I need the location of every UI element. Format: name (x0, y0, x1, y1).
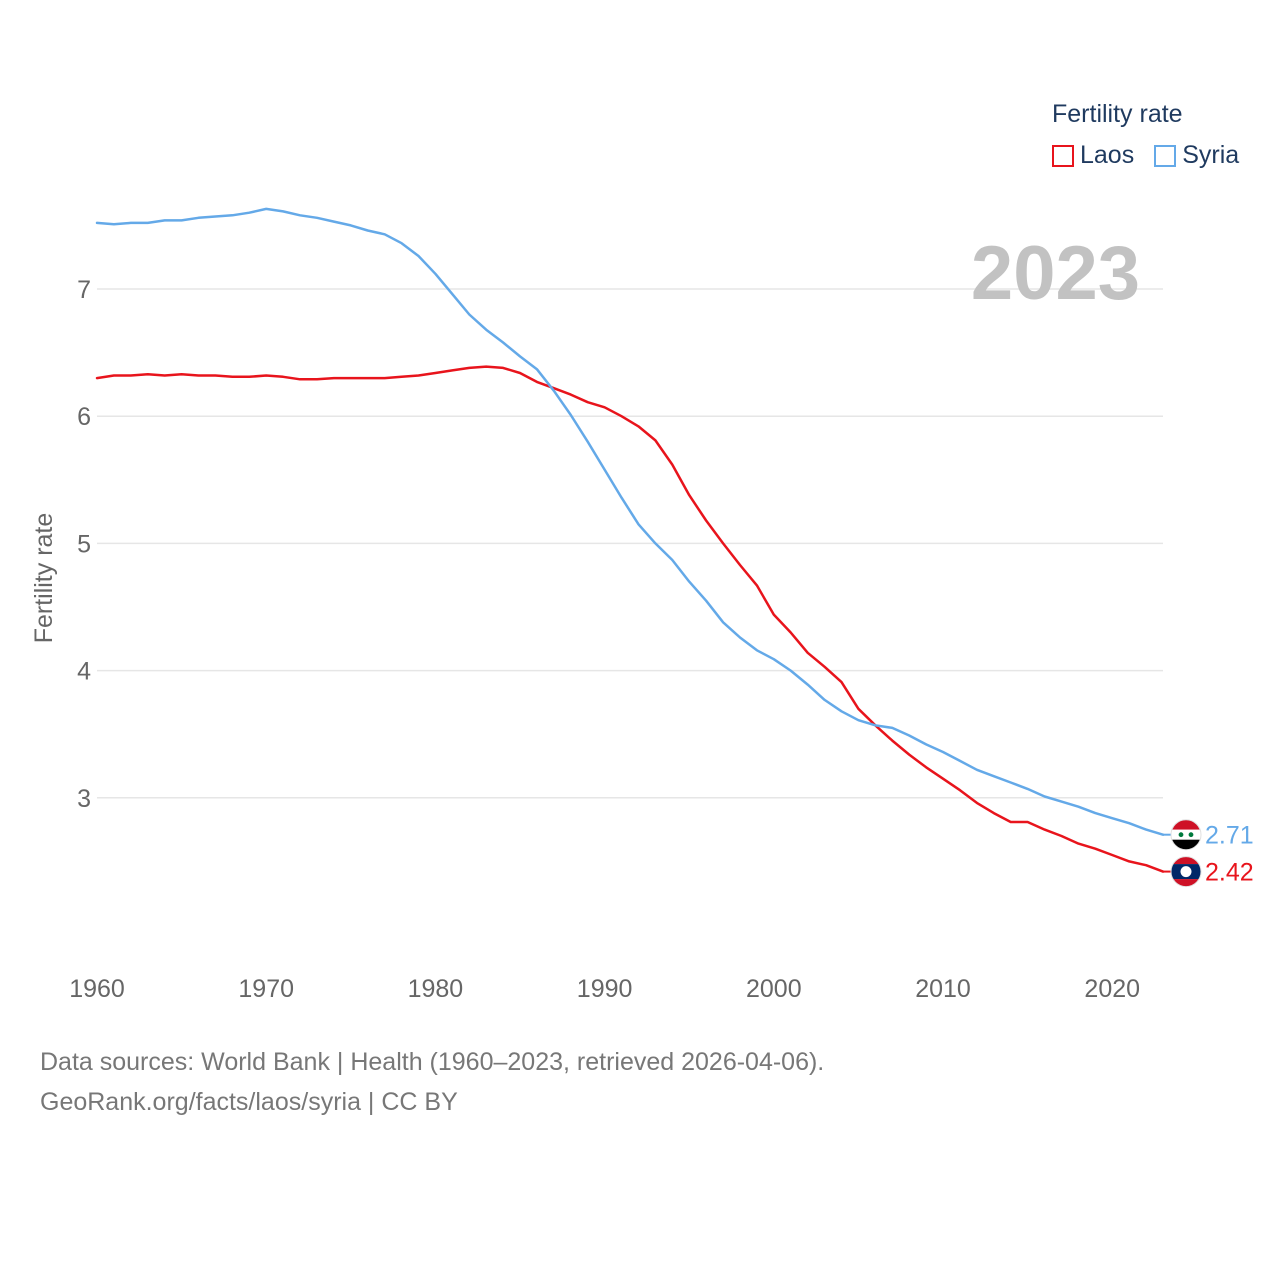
y-axis-ticks: 3 4 5 6 7 (77, 276, 91, 813)
source-line-2[interactable]: GeoRank.org/facts/laos/syria | CC BY (40, 1088, 458, 1116)
end-markers: 2.42 2.71 (1163, 819, 1254, 888)
series-line-laos (95, 365, 1165, 873)
x-tick-label: 2000 (746, 975, 802, 1003)
x-tick-label: 2010 (915, 975, 971, 1003)
y-tick-label: 4 (77, 658, 91, 686)
y-tick-label: 6 (77, 403, 91, 431)
source-footnote: Data sources: World Bank | Health (1960–… (40, 1042, 824, 1122)
series-lines (95, 207, 1165, 873)
legend-label-laos: Laos (1080, 141, 1135, 169)
end-value-label-laos: 2.42 (1205, 859, 1254, 887)
x-axis-ticks: 1960 1970 1980 1990 2000 2010 2020 (69, 975, 1140, 1003)
y-axis-label: Fertility rate (30, 513, 58, 644)
x-tick-label: 1970 (238, 975, 294, 1003)
legend-item-laos[interactable]: Laos (1052, 141, 1134, 170)
y-tick-label: 3 (77, 785, 91, 813)
end-value-label-syria: 2.71 (1205, 822, 1254, 850)
legend-items: Laos Syria (1052, 141, 1259, 170)
x-tick-label: 1980 (408, 975, 464, 1003)
series-line-syria (95, 207, 1165, 836)
x-tick-label: 2020 (1084, 975, 1140, 1003)
x-tick-label: 1960 (69, 975, 125, 1003)
source-line-1: Data sources: World Bank | Health (1960–… (40, 1048, 825, 1076)
legend-item-syria[interactable]: Syria (1154, 141, 1239, 170)
legend-title: Fertility rate (1052, 100, 1183, 128)
legend-label-syria: Syria (1182, 141, 1240, 169)
gridlines (97, 288, 1163, 799)
y-tick-label: 5 (77, 530, 91, 558)
legend: Fertility rate Laos Syria (1052, 100, 1259, 170)
x-tick-label: 1990 (577, 975, 633, 1003)
y-tick-label: 7 (77, 276, 91, 304)
year-watermark: 2023 (971, 231, 1140, 316)
legend-swatch-syria (1154, 144, 1177, 167)
syria-flag-icon (1170, 819, 1202, 851)
laos-flag-icon (1170, 856, 1202, 888)
legend-swatch-laos (1052, 144, 1074, 167)
